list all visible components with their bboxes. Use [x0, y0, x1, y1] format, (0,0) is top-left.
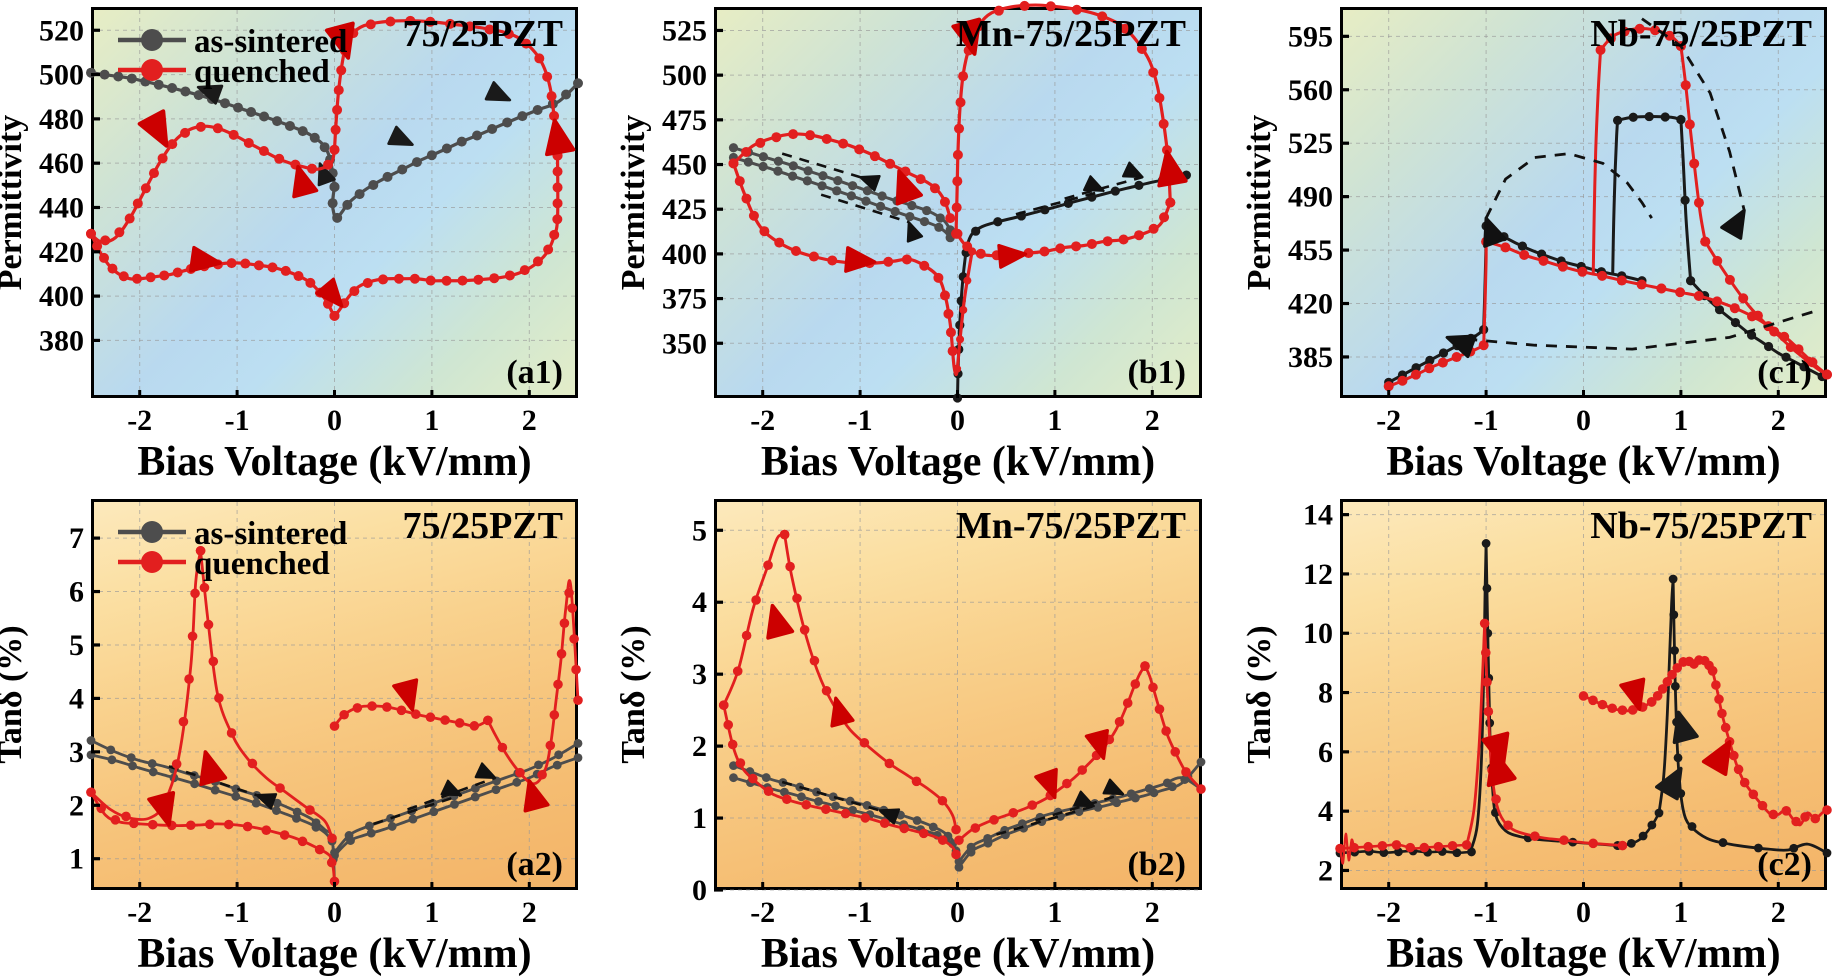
svg-text:520: 520 — [39, 14, 84, 47]
svg-text:Mn-75/25PZT: Mn-75/25PZT — [956, 13, 1186, 55]
svg-text:-2: -2 — [127, 896, 152, 929]
svg-text:375: 375 — [662, 283, 707, 316]
svg-text:-1: -1 — [848, 404, 873, 437]
svg-text:380: 380 — [39, 324, 84, 357]
svg-text:4: 4 — [1318, 795, 1333, 828]
svg-text:Permittivity: Permittivity — [0, 115, 29, 291]
svg-text:1: 1 — [1047, 404, 1062, 437]
svg-text:400: 400 — [662, 238, 707, 271]
svg-text:Permittivity: Permittivity — [1241, 115, 1278, 291]
svg-text:Nb-75/25PZT: Nb-75/25PZT — [1590, 13, 1812, 55]
svg-text:(a1): (a1) — [506, 354, 563, 391]
svg-text:quenched: quenched — [194, 546, 330, 582]
svg-text:0: 0 — [327, 404, 342, 437]
svg-text:(c1): (c1) — [1757, 354, 1812, 391]
svg-text:75/25PZT: 75/25PZT — [403, 13, 563, 55]
svg-text:2: 2 — [522, 896, 537, 929]
svg-text:595: 595 — [1288, 20, 1333, 53]
svg-text:560: 560 — [1288, 74, 1333, 107]
svg-text:525: 525 — [662, 14, 707, 47]
svg-text:(b1): (b1) — [1127, 354, 1186, 391]
svg-text:2: 2 — [1145, 896, 1160, 929]
svg-text:-2: -2 — [1376, 896, 1401, 929]
svg-text:0: 0 — [950, 404, 965, 437]
svg-text:455: 455 — [1288, 234, 1333, 267]
svg-text:475: 475 — [662, 104, 707, 137]
svg-text:1: 1 — [424, 404, 439, 437]
svg-text:Mn-75/25PZT: Mn-75/25PZT — [956, 505, 1186, 547]
svg-text:1: 1 — [1673, 896, 1688, 929]
svg-text:2: 2 — [69, 789, 84, 822]
svg-text:385: 385 — [1288, 341, 1333, 374]
svg-text:-1: -1 — [1474, 404, 1499, 437]
svg-text:Nb-75/25PZT: Nb-75/25PZT — [1590, 505, 1812, 547]
svg-text:1: 1 — [1047, 896, 1062, 929]
svg-text:Bias Voltage (kV/mm): Bias Voltage (kV/mm) — [1386, 931, 1780, 977]
svg-text:500: 500 — [39, 59, 84, 92]
svg-text:Bias Voltage (kV/mm): Bias Voltage (kV/mm) — [137, 439, 531, 485]
svg-text:2: 2 — [1771, 896, 1786, 929]
svg-text:-2: -2 — [750, 404, 775, 437]
svg-text:0: 0 — [1576, 896, 1591, 929]
svg-text:8: 8 — [1318, 677, 1333, 710]
svg-text:7: 7 — [69, 522, 84, 555]
svg-text:3: 3 — [692, 658, 707, 691]
svg-text:quenched: quenched — [194, 54, 330, 90]
svg-text:(c2): (c2) — [1757, 846, 1812, 883]
svg-text:5: 5 — [692, 514, 707, 547]
svg-text:440: 440 — [39, 191, 84, 224]
svg-text:Bias Voltage (kV/mm): Bias Voltage (kV/mm) — [761, 931, 1155, 977]
svg-text:450: 450 — [662, 149, 707, 182]
svg-text:-1: -1 — [848, 896, 873, 929]
svg-text:Tanδ (%): Tanδ (%) — [0, 625, 29, 763]
svg-text:420: 420 — [39, 236, 84, 269]
svg-text:4: 4 — [692, 586, 707, 619]
svg-text:14: 14 — [1303, 499, 1333, 532]
svg-text:Permittivity: Permittivity — [615, 115, 652, 291]
svg-text:420: 420 — [1288, 288, 1333, 321]
svg-text:5: 5 — [69, 629, 84, 662]
svg-text:(b2): (b2) — [1127, 846, 1186, 883]
svg-text:Bias Voltage (kV/mm): Bias Voltage (kV/mm) — [137, 931, 531, 977]
svg-text:0: 0 — [1576, 404, 1591, 437]
svg-text:2: 2 — [1318, 854, 1333, 887]
svg-text:490: 490 — [1288, 181, 1333, 214]
svg-text:-1: -1 — [225, 404, 250, 437]
svg-text:2: 2 — [1145, 404, 1160, 437]
svg-text:500: 500 — [662, 59, 707, 92]
svg-text:350: 350 — [662, 327, 707, 360]
svg-text:Bias Voltage (kV/mm): Bias Voltage (kV/mm) — [1386, 439, 1780, 485]
svg-text:-2: -2 — [750, 896, 775, 929]
svg-text:480: 480 — [39, 103, 84, 136]
svg-text:3: 3 — [69, 736, 84, 769]
svg-text:-1: -1 — [1474, 896, 1499, 929]
svg-text:10: 10 — [1303, 617, 1333, 650]
svg-text:-2: -2 — [127, 404, 152, 437]
svg-text:75/25PZT: 75/25PZT — [403, 505, 563, 547]
svg-text:0: 0 — [692, 874, 707, 907]
svg-text:2: 2 — [1771, 404, 1786, 437]
svg-text:1: 1 — [692, 802, 707, 835]
svg-text:0: 0 — [950, 896, 965, 929]
svg-text:-2: -2 — [1376, 404, 1401, 437]
svg-text:Tanδ (%): Tanδ (%) — [615, 625, 652, 763]
svg-text:460: 460 — [39, 147, 84, 180]
svg-text:6: 6 — [1318, 736, 1333, 769]
svg-text:2: 2 — [522, 404, 537, 437]
svg-text:400: 400 — [39, 280, 84, 313]
svg-text:0: 0 — [327, 896, 342, 929]
svg-text:2: 2 — [692, 730, 707, 763]
svg-text:1: 1 — [69, 843, 84, 876]
svg-text:(a2): (a2) — [506, 846, 563, 883]
svg-text:12: 12 — [1303, 558, 1333, 591]
svg-text:1: 1 — [424, 896, 439, 929]
svg-text:525: 525 — [1288, 127, 1333, 160]
svg-text:-1: -1 — [225, 896, 250, 929]
svg-text:4: 4 — [69, 682, 84, 715]
svg-text:Tanδ (%): Tanδ (%) — [1241, 625, 1278, 763]
svg-text:425: 425 — [662, 193, 707, 226]
svg-text:1: 1 — [1673, 404, 1688, 437]
svg-text:6: 6 — [69, 576, 84, 609]
svg-text:Bias Voltage (kV/mm): Bias Voltage (kV/mm) — [761, 439, 1155, 485]
